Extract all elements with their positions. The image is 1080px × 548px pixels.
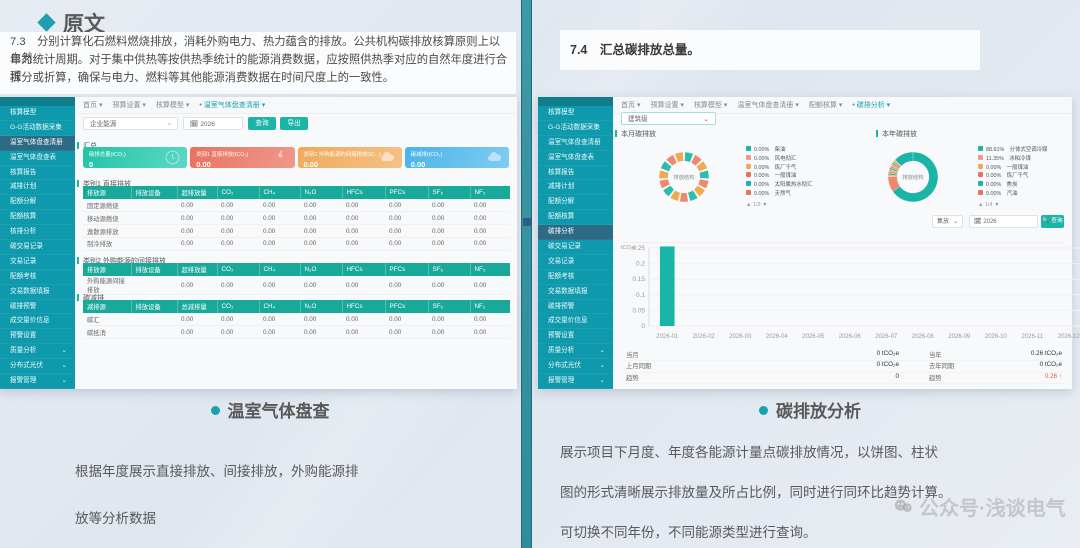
svg-text:2026-08: 2026-08 — [912, 334, 935, 340]
svg-text:2026-02: 2026-02 — [693, 334, 716, 340]
svg-text:2026-03: 2026-03 — [729, 334, 752, 340]
svg-text:2026-12: 2026-12 — [1058, 334, 1080, 340]
svg-text:2026-09: 2026-09 — [948, 334, 971, 340]
svg-text:0.05: 0.05 — [632, 307, 645, 314]
svg-text:2026-06: 2026-06 — [839, 334, 862, 340]
svg-text:0.1: 0.1 — [636, 292, 645, 299]
svg-text:2026-07: 2026-07 — [875, 334, 898, 340]
svg-text:2026-11: 2026-11 — [1021, 334, 1043, 340]
svg-text:0: 0 — [641, 323, 645, 330]
svg-text:0.2: 0.2 — [636, 261, 645, 268]
svg-text:2026-05: 2026-05 — [802, 334, 825, 340]
svg-text:0.15: 0.15 — [632, 276, 645, 283]
svg-text:2026-04: 2026-04 — [766, 334, 789, 340]
svg-text:2026-10: 2026-10 — [985, 334, 1008, 340]
svg-text:2026-01: 2026-01 — [656, 334, 679, 340]
